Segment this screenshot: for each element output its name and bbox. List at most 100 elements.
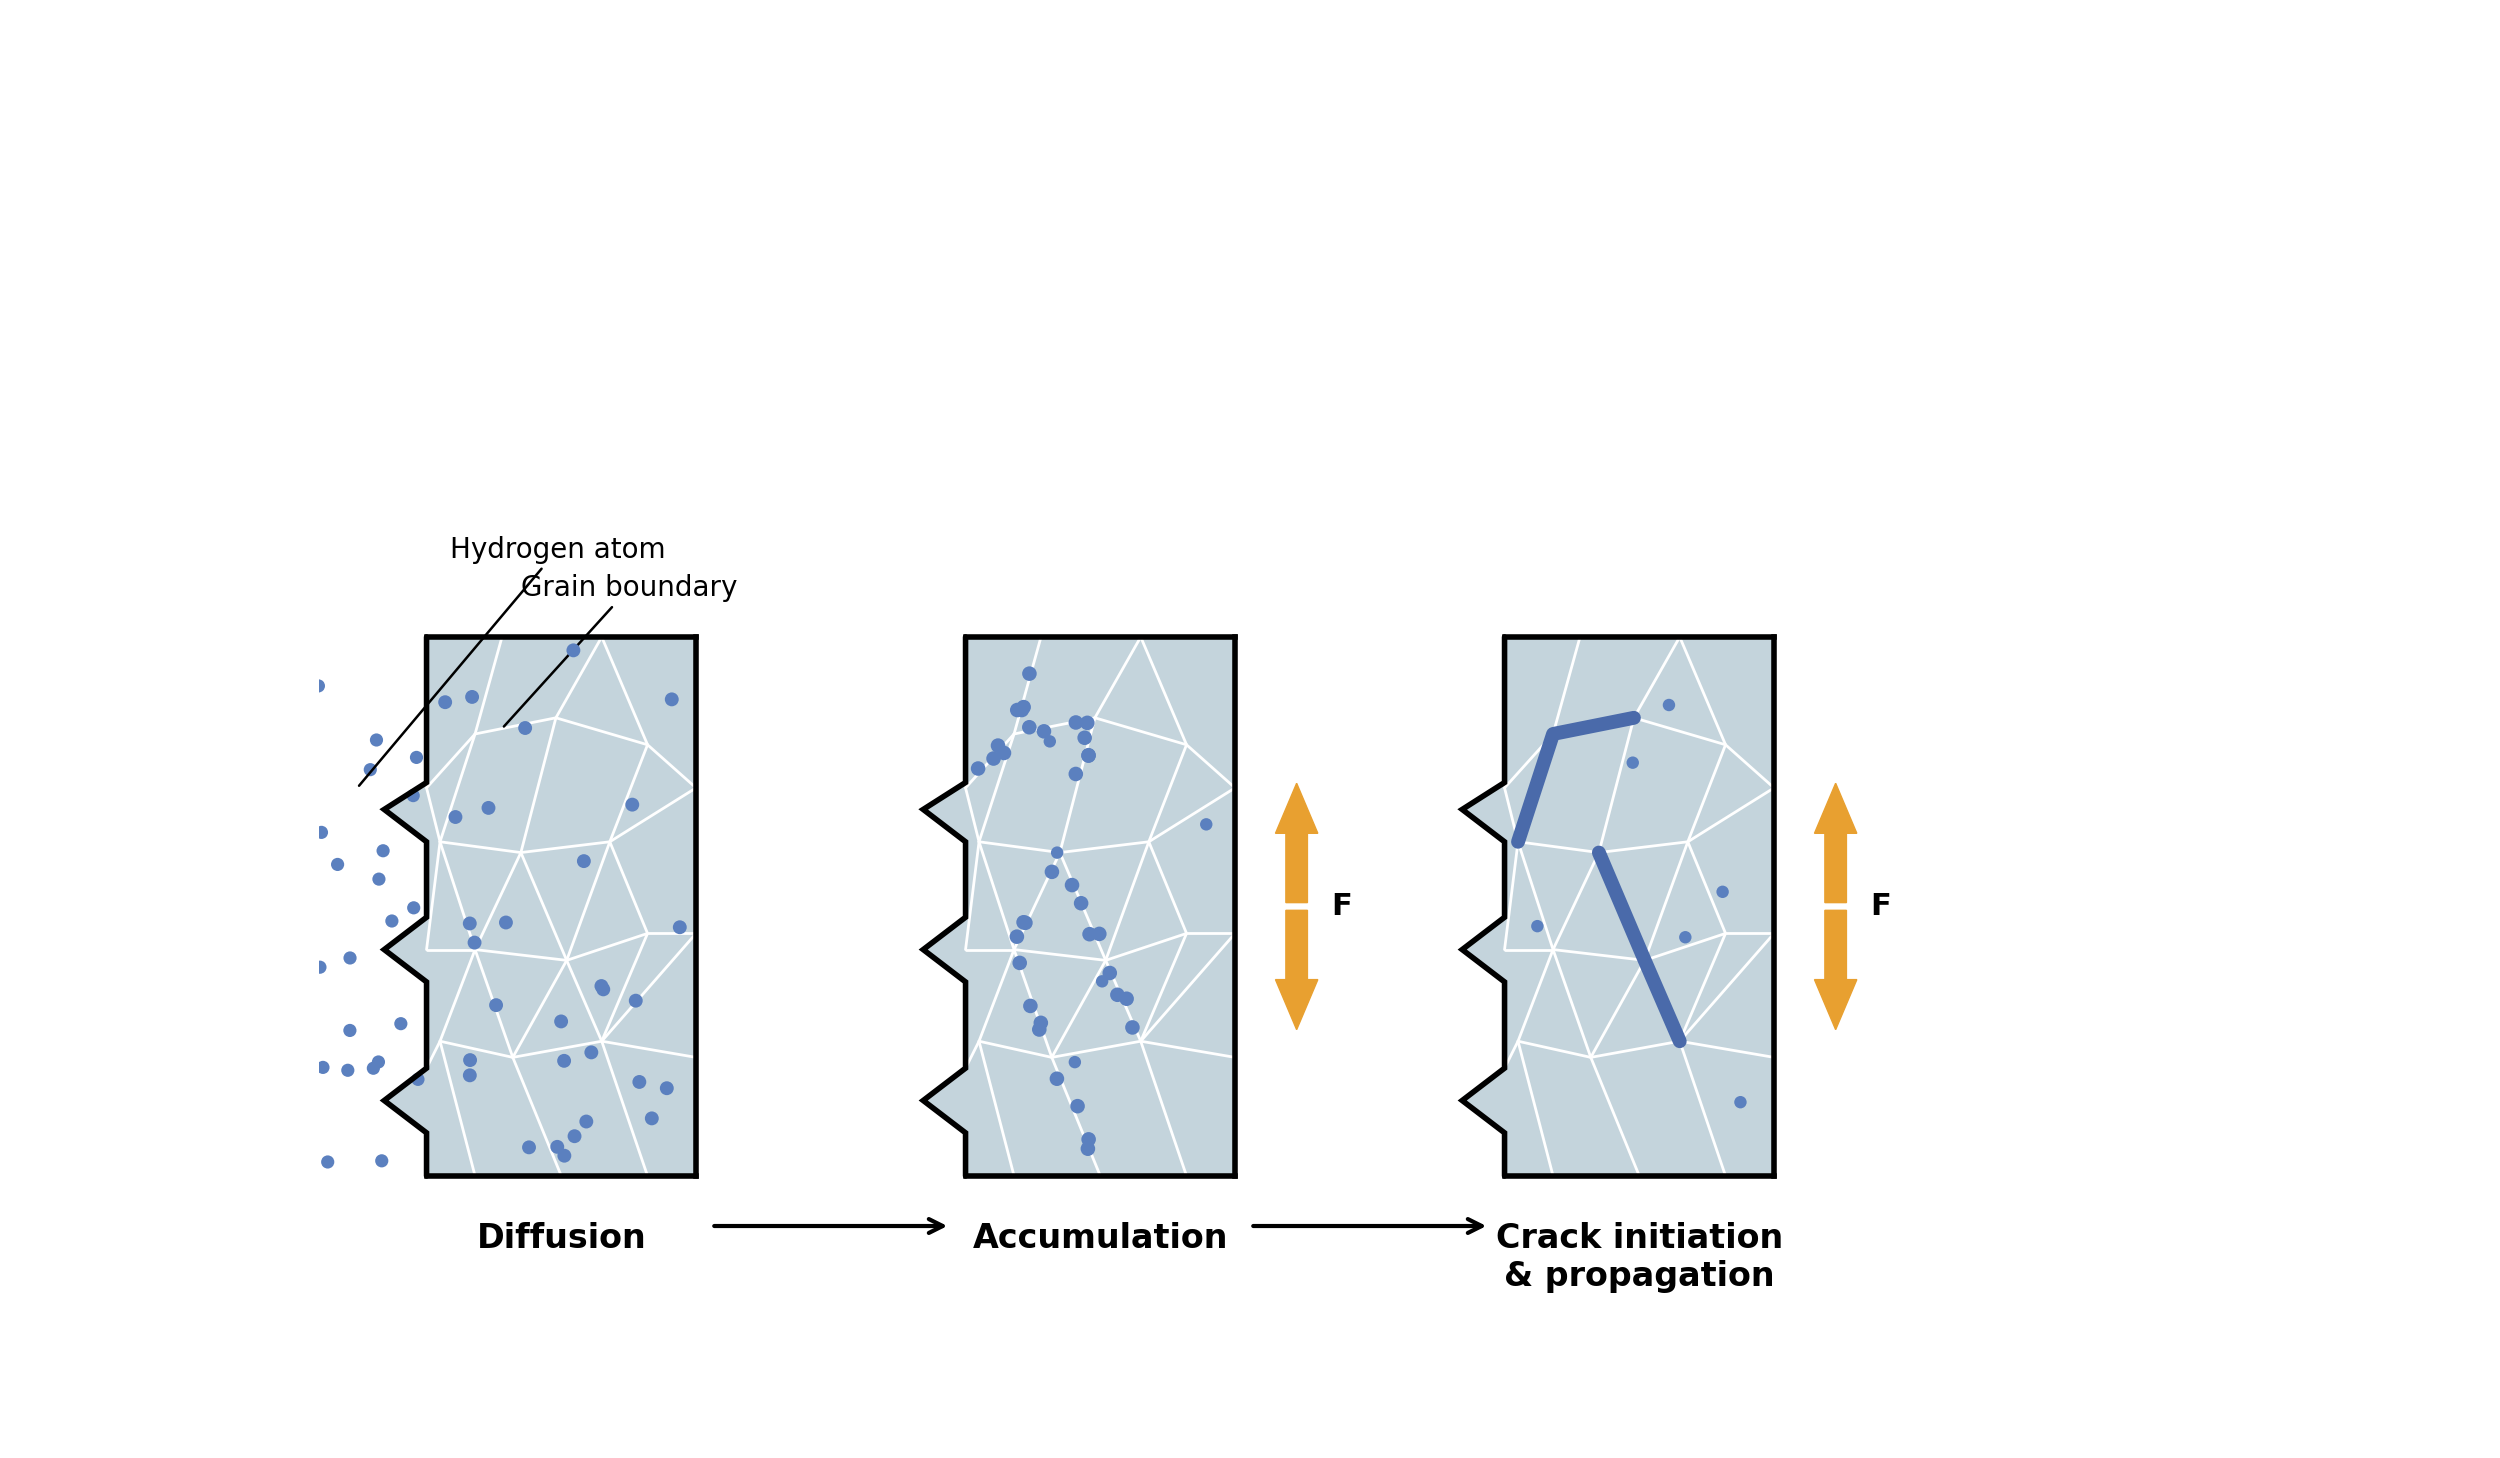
Point	[330, 946, 370, 970]
Text: Diffusion: Diffusion	[478, 1222, 645, 1255]
Polygon shape	[1462, 637, 1775, 1177]
FancyArrow shape	[1815, 910, 1858, 1029]
Point	[392, 897, 432, 920]
Point	[1038, 1067, 1078, 1091]
Point	[485, 911, 525, 935]
Point	[552, 639, 592, 662]
Point	[398, 1067, 437, 1091]
Point	[1112, 1016, 1152, 1040]
Point	[545, 1050, 585, 1073]
Point	[318, 853, 357, 876]
Point	[568, 1110, 608, 1133]
Point	[958, 757, 998, 780]
Point	[300, 955, 340, 978]
Point	[1025, 720, 1065, 744]
Point	[380, 1012, 420, 1035]
Point	[538, 1136, 578, 1159]
Point	[582, 978, 622, 1002]
Point	[452, 685, 493, 709]
Point	[612, 793, 652, 816]
Point	[572, 1041, 612, 1064]
Polygon shape	[922, 637, 1235, 1177]
Point	[1068, 1127, 1108, 1150]
Point	[615, 989, 655, 1012]
Text: Accumulation: Accumulation	[972, 1222, 1228, 1255]
Point	[468, 796, 508, 819]
Point	[1030, 729, 1070, 752]
Point	[660, 916, 700, 939]
Point	[362, 1149, 403, 1172]
Point	[392, 784, 432, 808]
Point	[1032, 860, 1072, 884]
Point	[652, 688, 692, 712]
Point	[1703, 881, 1742, 904]
Point	[582, 974, 622, 997]
Point	[398, 745, 437, 768]
Point	[998, 698, 1038, 722]
Point	[1055, 712, 1095, 735]
Point	[545, 1145, 585, 1168]
Point	[1612, 751, 1652, 774]
Point	[1003, 698, 1042, 722]
Point	[1665, 926, 1705, 949]
Point	[998, 924, 1038, 948]
Point	[1188, 812, 1228, 835]
Point	[1055, 1050, 1095, 1073]
Point	[1058, 1095, 1098, 1118]
Point	[1068, 1137, 1108, 1161]
Point	[972, 746, 1012, 770]
FancyArrow shape	[1275, 910, 1318, 1029]
Point	[302, 821, 343, 844]
Point	[540, 1010, 580, 1034]
Point	[1055, 763, 1095, 786]
Point	[298, 674, 338, 697]
Point	[1052, 873, 1092, 897]
Point	[1068, 744, 1108, 767]
Text: Grain boundary: Grain boundary	[505, 574, 738, 726]
Point	[350, 758, 390, 781]
Point	[1010, 716, 1050, 739]
Point	[1003, 695, 1042, 719]
Point	[290, 777, 330, 800]
Point	[1080, 923, 1120, 946]
Point	[475, 993, 515, 1016]
Point	[328, 1059, 367, 1082]
Point	[275, 825, 315, 849]
Point	[288, 932, 328, 955]
Point	[1068, 744, 1108, 767]
Point	[357, 1050, 398, 1073]
Point	[450, 1064, 490, 1088]
Point	[1020, 1012, 1060, 1035]
Point	[360, 868, 400, 891]
Point	[1518, 914, 1558, 937]
Point	[330, 1019, 370, 1042]
Point	[352, 1057, 392, 1080]
Point	[455, 932, 495, 955]
Point	[632, 1107, 672, 1130]
Text: Hydrogen atom: Hydrogen atom	[360, 535, 665, 786]
Point	[435, 805, 475, 828]
Point	[510, 1136, 550, 1159]
Point	[1000, 951, 1040, 974]
Point	[308, 1150, 348, 1174]
Point	[357, 729, 398, 752]
Point	[1010, 994, 1050, 1018]
Point	[425, 691, 465, 714]
Point	[1720, 1091, 1760, 1114]
Text: F: F	[1332, 892, 1352, 921]
Point	[1068, 712, 1108, 735]
Point	[302, 1056, 343, 1079]
Point	[1010, 662, 1050, 685]
Point	[565, 850, 605, 873]
FancyArrow shape	[1275, 783, 1318, 903]
Point	[1038, 841, 1078, 865]
Point	[362, 840, 403, 863]
Point	[372, 910, 413, 933]
Point	[620, 1070, 660, 1094]
Point	[985, 741, 1025, 764]
Point	[978, 733, 1017, 757]
Point	[1650, 694, 1690, 717]
Point	[1108, 987, 1148, 1010]
Text: F: F	[1870, 892, 1890, 921]
Point	[1082, 970, 1122, 993]
